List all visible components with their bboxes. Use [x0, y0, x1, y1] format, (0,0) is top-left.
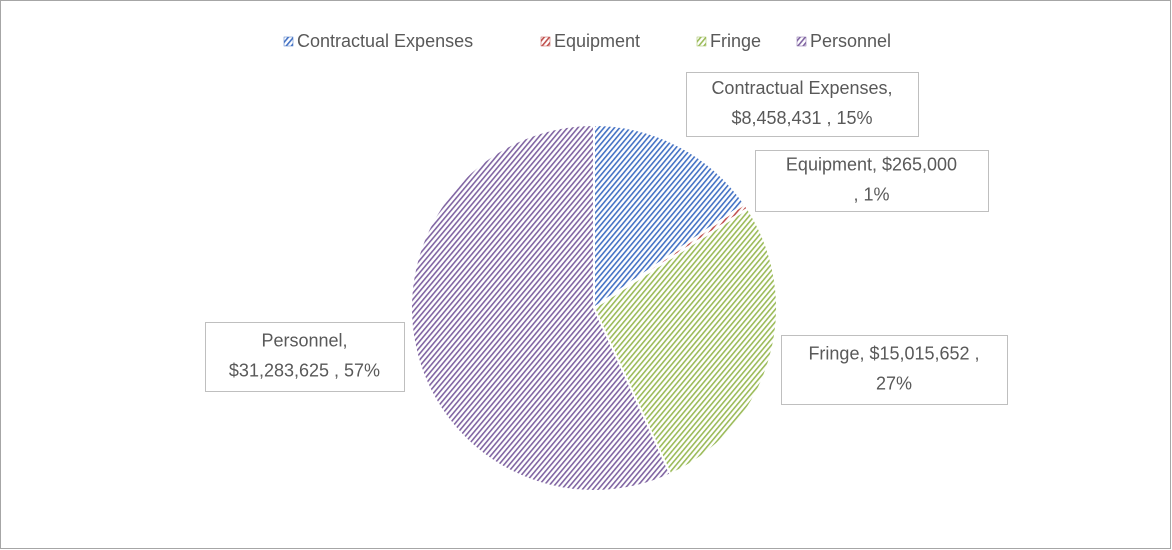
legend-marker [696, 36, 707, 47]
legend-label: Personnel [810, 31, 891, 51]
legend-label: Contractual Expenses [297, 31, 473, 51]
legend-marker [540, 36, 551, 47]
legend-marker [796, 36, 807, 47]
pie-slice [410, 123, 672, 492]
pie-slice [592, 207, 778, 476]
data-label-box [781, 335, 1008, 405]
data-label: Contractual Expenses, [711, 78, 892, 98]
data-label: Equipment, $265,000 [786, 154, 957, 174]
data-label: , 1% [853, 184, 889, 204]
data-label: Fringe, $15,015,652 , [808, 343, 979, 363]
legend-label: Fringe [710, 31, 761, 51]
data-label: 27% [876, 373, 912, 393]
data-label: $8,458,431 , 15% [731, 108, 872, 128]
pie-slice [593, 123, 746, 310]
data-label: $31,283,625 , 57% [229, 360, 380, 380]
legend-label: Equipment [554, 31, 640, 51]
data-label-box [686, 72, 919, 137]
data-label-box [755, 150, 989, 212]
data-label: Personnel, [261, 330, 347, 350]
data-label-box [205, 322, 405, 392]
legend-marker [283, 36, 294, 47]
